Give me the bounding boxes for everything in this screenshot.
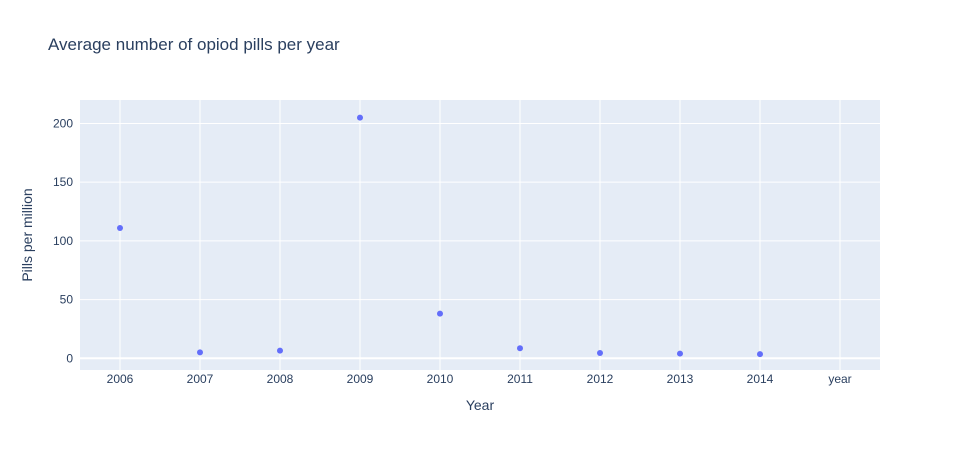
x-tick-label: 2009 <box>347 372 374 386</box>
data-point[interactable] <box>117 224 123 231</box>
data-point[interactable] <box>277 347 283 354</box>
data-points <box>117 114 763 358</box>
x-tick-label: 2013 <box>667 372 694 386</box>
x-tick-label: 2008 <box>267 372 294 386</box>
y-tick-label: 0 <box>66 351 73 365</box>
chart-title: Average number of opiod pills per year <box>48 35 340 54</box>
x-axis-title: Year <box>466 397 495 413</box>
data-point[interactable] <box>517 345 523 352</box>
data-point[interactable] <box>597 349 603 356</box>
data-point[interactable] <box>197 349 203 356</box>
x-tick-label: 2014 <box>747 372 774 386</box>
x-tick-labels: 2006 2007 2008 2009 2010 2011 2012 2013 2014 year <box>107 372 852 386</box>
y-tick-label: 150 <box>53 175 73 189</box>
x-tick-label: year <box>828 372 851 386</box>
y-tick-label: 200 <box>53 116 73 130</box>
data-point[interactable] <box>357 114 363 121</box>
data-point[interactable] <box>757 351 763 358</box>
x-tick-label: 2010 <box>427 372 454 386</box>
x-tick-label: 2006 <box>107 372 134 386</box>
y-tick-label: 100 <box>53 234 73 248</box>
y-tick-label: 50 <box>60 293 74 307</box>
grid-lines <box>80 100 880 370</box>
x-tick-label: 2007 <box>187 372 214 386</box>
plot-area <box>80 100 880 370</box>
data-point[interactable] <box>437 310 443 317</box>
y-axis-title: Pills per million <box>19 188 35 281</box>
y-tick-labels: 0 50 100 150 200 <box>53 116 73 365</box>
x-tick-label: 2012 <box>587 372 614 386</box>
x-tick-label: 2011 <box>507 372 533 386</box>
data-point[interactable] <box>677 350 683 357</box>
